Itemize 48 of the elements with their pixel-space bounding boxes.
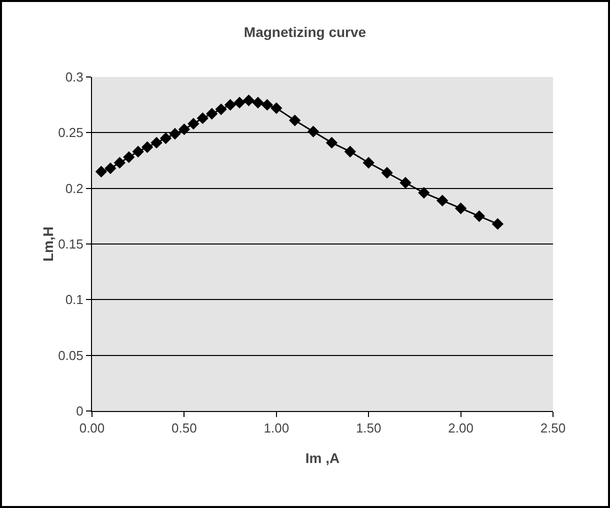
point	[381, 166, 393, 179]
point	[178, 123, 190, 136]
point	[224, 98, 236, 111]
point	[492, 218, 504, 230]
y-tick-label: 0.1	[65, 292, 84, 308]
point	[362, 156, 374, 169]
point	[288, 114, 301, 126]
point	[141, 141, 154, 153]
point	[261, 98, 274, 111]
y-tick-label: 0.25	[58, 125, 84, 140]
point	[344, 146, 356, 158]
point	[95, 166, 108, 178]
point	[454, 202, 467, 214]
point	[473, 210, 486, 222]
point	[215, 103, 227, 116]
x-tick-label: 0.00	[79, 420, 105, 436]
point	[326, 136, 338, 149]
point	[270, 102, 282, 114]
y-tick-label: 0.2	[65, 180, 84, 196]
chart-title: Magnetizing curve	[244, 24, 366, 40]
y-tick-label: 0.15	[58, 236, 84, 252]
point	[196, 112, 208, 124]
point	[206, 108, 218, 120]
point	[123, 151, 135, 164]
y-tick-label: 0.3	[65, 70, 84, 85]
x-tick-label: 2.50	[540, 420, 566, 436]
point	[160, 132, 172, 144]
point	[400, 176, 412, 189]
point	[114, 156, 126, 169]
x-tick-label: 1.00	[264, 420, 290, 436]
point	[252, 96, 264, 108]
y-tick-label: 0.05	[58, 348, 84, 363]
x-axis-title: Im ,A	[305, 450, 340, 466]
point	[132, 146, 144, 158]
point	[169, 128, 181, 140]
point	[242, 94, 255, 106]
point	[104, 162, 116, 174]
point	[307, 126, 320, 138]
x-tick-label: 2.00	[448, 420, 474, 436]
y-tick-label: 0	[76, 404, 84, 419]
y-axis-title: Lm,H	[40, 226, 56, 262]
point	[436, 194, 448, 206]
point	[150, 136, 162, 149]
x-tick-label: 1.50	[356, 420, 382, 436]
point	[234, 96, 246, 108]
point	[188, 118, 200, 130]
x-tick-label: 0.50	[172, 420, 197, 436]
point	[418, 186, 430, 199]
